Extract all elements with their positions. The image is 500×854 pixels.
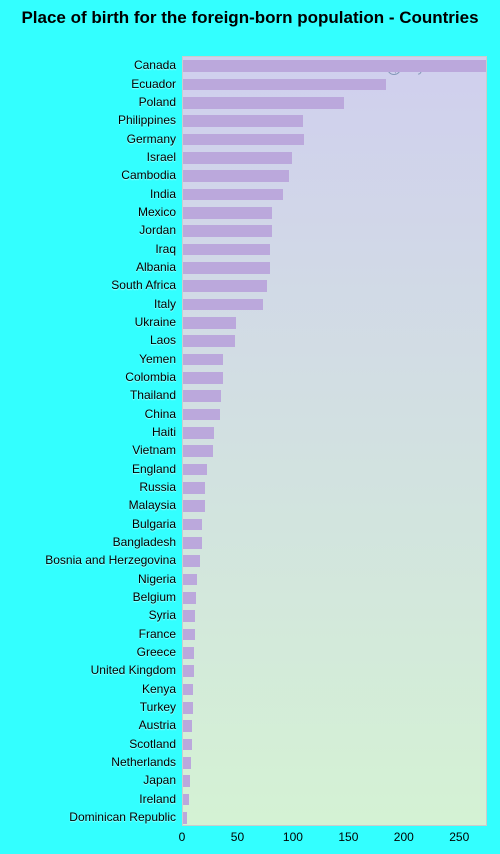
bar <box>183 445 213 457</box>
category-label: Turkey <box>0 700 176 714</box>
category-label: Netherlands <box>0 755 176 769</box>
bar <box>183 317 236 329</box>
category-label: Mexico <box>0 205 176 219</box>
chart-title: Place of birth for the foreign-born popu… <box>0 0 500 32</box>
bar <box>183 519 202 531</box>
category-label: Syria <box>0 608 176 622</box>
x-tick-label: 200 <box>394 830 414 844</box>
bar <box>183 97 344 109</box>
bar <box>183 739 192 751</box>
category-label: Israel <box>0 150 176 164</box>
bar <box>183 555 200 567</box>
bar <box>183 280 267 292</box>
category-label: Colombia <box>0 370 176 384</box>
bar <box>183 354 223 366</box>
bar <box>183 189 283 201</box>
category-label: South Africa <box>0 278 176 292</box>
x-tick-label: 100 <box>283 830 303 844</box>
bar <box>183 207 272 219</box>
category-label: Ireland <box>0 792 176 806</box>
bar <box>183 775 190 787</box>
bar <box>183 335 235 347</box>
category-label: Kenya <box>0 682 176 696</box>
bar <box>183 812 187 824</box>
bar <box>183 610 195 622</box>
category-label: Belgium <box>0 590 176 604</box>
category-label: Germany <box>0 132 176 146</box>
plot-area: City-Data.com <box>182 56 487 826</box>
category-label: Bosnia and Herzegovina <box>0 553 176 567</box>
bar <box>183 482 205 494</box>
bar <box>183 115 303 127</box>
category-label: Yemen <box>0 352 176 366</box>
category-label: Russia <box>0 480 176 494</box>
category-label: Philippines <box>0 113 176 127</box>
bar <box>183 629 195 641</box>
bar <box>183 647 194 659</box>
category-label: India <box>0 187 176 201</box>
bar <box>183 574 197 586</box>
bar <box>183 684 193 696</box>
bar <box>183 372 223 384</box>
category-label: Canada <box>0 58 176 72</box>
bar <box>183 464 207 476</box>
bar <box>183 262 270 274</box>
bar <box>183 244 270 256</box>
category-label: Haiti <box>0 425 176 439</box>
category-label: Ecuador <box>0 77 176 91</box>
bar <box>183 60 486 72</box>
category-label: Bangladesh <box>0 535 176 549</box>
category-label: Jordan <box>0 223 176 237</box>
bar <box>183 152 292 164</box>
bar <box>183 500 205 512</box>
bar <box>183 134 304 146</box>
bar <box>183 665 194 677</box>
x-tick-label: 0 <box>179 830 186 844</box>
bar <box>183 225 272 237</box>
bar <box>183 720 192 732</box>
category-label: Italy <box>0 297 176 311</box>
category-label: Austria <box>0 718 176 732</box>
bar <box>183 427 214 439</box>
x-tick-label: 150 <box>338 830 358 844</box>
category-label: Nigeria <box>0 572 176 586</box>
category-label: Ukraine <box>0 315 176 329</box>
chart-container: Place of birth for the foreign-born popu… <box>0 0 500 854</box>
bar <box>183 409 220 421</box>
x-tick-label: 250 <box>449 830 469 844</box>
bar <box>183 794 189 806</box>
bar <box>183 702 193 714</box>
category-label: Dominican Republic <box>0 810 176 824</box>
category-label: Cambodia <box>0 168 176 182</box>
bar <box>183 757 191 769</box>
category-label: Poland <box>0 95 176 109</box>
bar <box>183 299 263 311</box>
category-label: Vietnam <box>0 443 176 457</box>
category-label: China <box>0 407 176 421</box>
bar <box>183 537 202 549</box>
category-label: Albania <box>0 260 176 274</box>
category-label: Iraq <box>0 242 176 256</box>
category-label: England <box>0 462 176 476</box>
bar <box>183 79 386 91</box>
bar <box>183 390 221 402</box>
category-label: United Kingdom <box>0 663 176 677</box>
category-label: Greece <box>0 645 176 659</box>
category-label: Japan <box>0 773 176 787</box>
bar <box>183 592 196 604</box>
category-label: Laos <box>0 333 176 347</box>
x-tick-label: 50 <box>231 830 244 844</box>
category-label: Thailand <box>0 388 176 402</box>
category-label: Bulgaria <box>0 517 176 531</box>
category-label: Scotland <box>0 737 176 751</box>
category-label: France <box>0 627 176 641</box>
bar <box>183 170 289 182</box>
category-label: Malaysia <box>0 498 176 512</box>
